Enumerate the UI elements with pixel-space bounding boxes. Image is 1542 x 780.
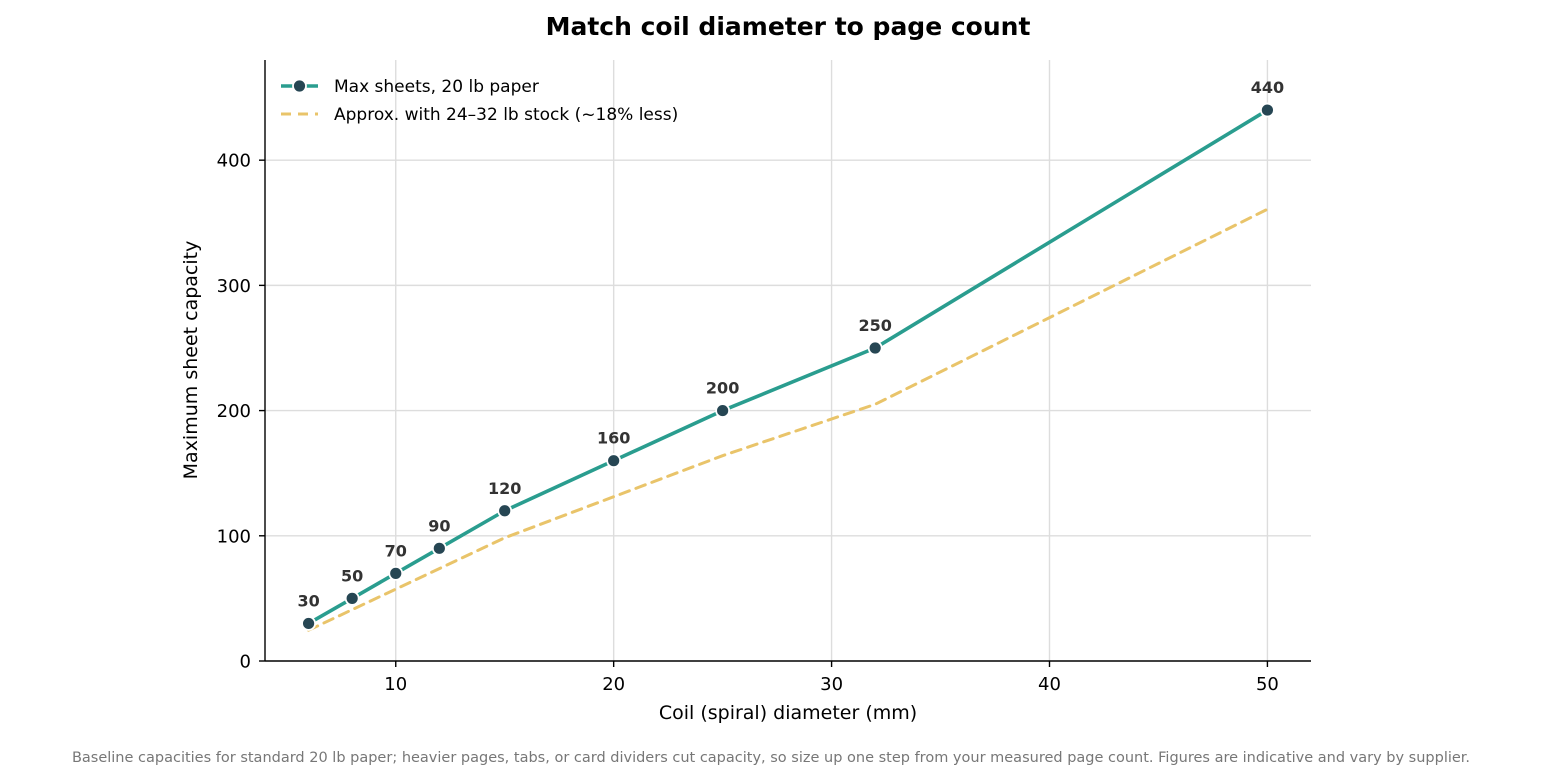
x-axis-label: Coil (spiral) diameter (mm) — [659, 702, 917, 724]
y-tick-label: 100 — [217, 526, 251, 547]
data-point — [388, 565, 404, 581]
x-tick-label: 40 — [1038, 674, 1061, 695]
x-tick-label: 30 — [820, 674, 843, 695]
y-tick-label: 400 — [217, 151, 251, 172]
legend-entry-label: Max sheets, 20 lb paper — [334, 77, 539, 97]
chart-title: Match coil diameter to page count — [546, 12, 1031, 41]
data-point — [867, 340, 883, 356]
heavy-stock-series-line — [307, 207, 1269, 632]
data-label: 200 — [706, 379, 739, 398]
legend: Max sheets, 20 lb paper Approx. with 24–3… — [281, 77, 678, 125]
data-label: 50 — [341, 566, 363, 585]
data-point — [301, 616, 316, 631]
data-labels-layer: 30 50 70 90 120 160 200 250 440 — [297, 78, 1284, 610]
data-label: 70 — [385, 541, 407, 560]
data-label: 120 — [488, 479, 521, 498]
max-sheets-series-line — [306, 108, 1270, 626]
series-layer — [301, 102, 1275, 632]
axes-layer: 10 20 30 40 50 0 100 200 300 400 — [217, 60, 1311, 695]
data-point — [606, 453, 622, 469]
data-label: 160 — [597, 429, 630, 448]
x-tick-label: 50 — [1256, 674, 1279, 695]
data-point — [431, 540, 447, 556]
data-label: 90 — [428, 516, 450, 535]
data-point — [1260, 102, 1275, 118]
data-label: 30 — [297, 591, 319, 610]
data-label: 250 — [858, 316, 891, 335]
y-axis-label: Maximum sheet capacity — [180, 241, 202, 480]
legend-swatch-marker — [292, 78, 307, 94]
data-point — [497, 503, 513, 519]
y-tick-label: 0 — [240, 652, 251, 673]
y-tick-label: 200 — [217, 401, 251, 422]
x-tick-label: 20 — [602, 674, 625, 695]
data-point — [715, 403, 731, 418]
footnote: Baseline capacities for standard 20 lb p… — [72, 750, 1470, 766]
data-point — [344, 590, 360, 606]
grid-layer — [265, 60, 1311, 661]
data-label: 440 — [1251, 78, 1284, 97]
y-tick-label: 300 — [217, 276, 251, 297]
x-tick-label: 10 — [384, 674, 407, 695]
legend-entry-label: Approx. with 24–32 lb stock (~18% less) — [334, 105, 678, 125]
